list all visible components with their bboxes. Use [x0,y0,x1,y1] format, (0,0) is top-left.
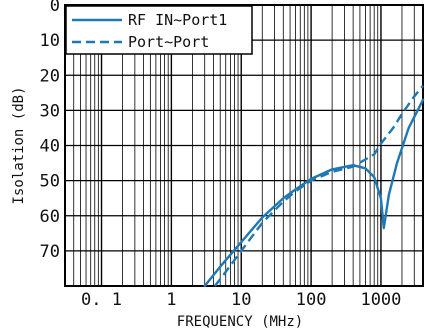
y-tick-label: 60 [40,207,60,227]
x-tick-label: 10 [231,290,251,310]
plot-frame [64,4,424,287]
legend: RF IN∼Port1 Port∼Port [65,5,253,55]
y-tick-label: 0 [50,0,60,16]
y-tick-label: 20 [40,66,60,86]
legend-label-series-2: Port∼Port [128,33,209,51]
legend-box [65,5,253,55]
x-tick-label: 1 [166,290,176,310]
series-layer [203,85,425,288]
y-tick-label: 40 [40,137,60,157]
y-tick-label: 70 [40,242,60,262]
x-axis-label: FREQUENCY (MHz) [177,314,303,330]
x-tick-label: 100 [296,290,327,310]
y-axis-label: Isolation (dB) [11,86,27,204]
y-tick-labels: 0 10 20 30 40 50 60 70 [40,0,60,262]
y-tick-label: 10 [40,31,60,51]
major-gridlines [65,39,423,252]
series-line-2 [213,85,424,287]
y-tick-label: 30 [40,101,60,121]
x-tick-labels: 0. 1 1 10 100 1000 [81,290,401,310]
legend-label-series-1: RF IN∼Port1 [128,11,227,29]
series-line-1 [203,98,425,288]
x-tick-label: 1000 [360,290,401,310]
y-tick-label: 50 [40,172,60,192]
x-tick-label: 0. 1 [81,290,122,310]
